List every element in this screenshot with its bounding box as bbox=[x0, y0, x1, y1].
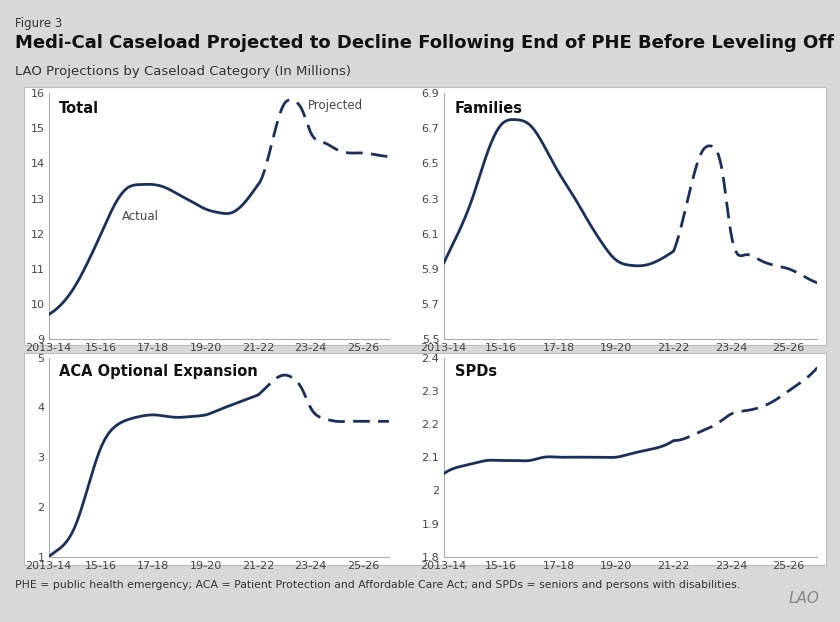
Text: Actual: Actual bbox=[122, 210, 159, 223]
Text: Projected: Projected bbox=[307, 99, 363, 112]
Text: PHE = public health emergency; ACA = Patient Protection and Affordable Care Act;: PHE = public health emergency; ACA = Pat… bbox=[15, 580, 740, 590]
Text: LAO Projections by Caseload Category (In Millions): LAO Projections by Caseload Category (In… bbox=[15, 65, 351, 78]
Text: ACA Optional Expansion: ACA Optional Expansion bbox=[59, 364, 258, 379]
Text: SPDs: SPDs bbox=[454, 364, 496, 379]
Text: Medi-Cal Caseload Projected to Decline Following End of PHE Before Leveling Off: Medi-Cal Caseload Projected to Decline F… bbox=[15, 34, 834, 52]
Text: LAO: LAO bbox=[788, 592, 819, 606]
Text: Figure 3: Figure 3 bbox=[15, 17, 62, 30]
Text: Total: Total bbox=[59, 101, 99, 116]
Text: Families: Families bbox=[454, 101, 522, 116]
